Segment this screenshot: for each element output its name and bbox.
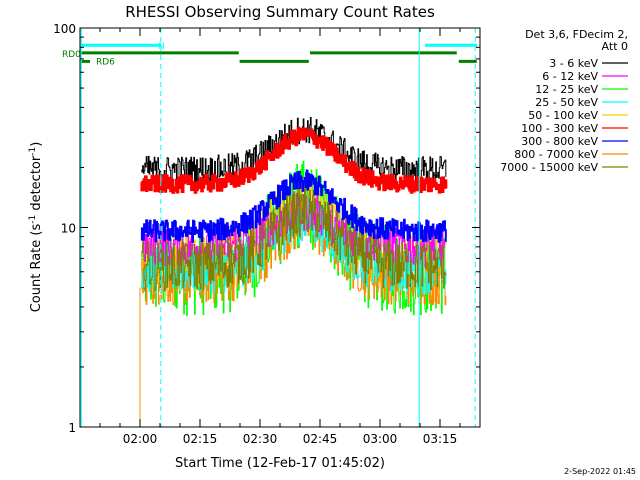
legend-entry-label: 300 - 800 keV xyxy=(521,135,598,148)
legend-title-line: Det 3,6, FDecim 2, xyxy=(525,28,628,41)
series-line xyxy=(141,187,447,292)
flag-layer: N RD0 RD6 xyxy=(62,42,477,67)
footer-date: 2-Sep-2022 01:45 xyxy=(564,467,636,476)
flag-label: RD6 xyxy=(96,57,115,67)
x-tick-label: 02:00 xyxy=(123,432,158,446)
y-tick-label: 10 xyxy=(61,222,76,236)
x-tick-label: 02:30 xyxy=(243,432,278,446)
chart-title: RHESSI Observing Summary Count Rates xyxy=(125,3,435,21)
x-tick-label: 02:15 xyxy=(183,432,218,446)
y-tick-label: 100 xyxy=(53,22,76,36)
series-line xyxy=(140,169,447,243)
legend-entry-label: 3 - 6 keV xyxy=(549,57,598,70)
x-tick-label: 02:45 xyxy=(303,432,338,446)
x-tick-label: 03:15 xyxy=(423,432,458,446)
x-axis-label: Start Time (12-Feb-17 01:45:02) xyxy=(175,456,385,471)
axis-layer: 02:00 02:15 02:30 02:45 03:00 03:15 1 10 100 xyxy=(53,22,480,446)
y-tick-label: 1 xyxy=(68,421,76,435)
legend-entry-label: 6 - 12 keV xyxy=(542,70,598,83)
y-axis-label: Count Rate (s-1 detector-1) xyxy=(28,142,44,313)
legend-entry-label: 25 - 50 keV xyxy=(535,96,598,109)
legend-entry-label: 12 - 25 keV xyxy=(535,83,598,96)
legend-title-line: Att 0 xyxy=(602,40,628,53)
x-tick-label: 03:00 xyxy=(363,432,398,446)
legend-entry-label: 100 - 300 keV xyxy=(521,122,598,135)
legend-entry-label: 50 - 100 keV xyxy=(528,109,598,122)
flag-label: RD0 xyxy=(62,50,81,60)
series-line xyxy=(140,126,448,194)
legend-entry-label: 7000 - 15000 keV xyxy=(500,161,598,174)
series-layer xyxy=(139,117,448,427)
series-line xyxy=(141,117,447,184)
flag-label: N xyxy=(158,42,165,52)
legend-entry-label: 800 - 7000 keV xyxy=(514,148,598,161)
